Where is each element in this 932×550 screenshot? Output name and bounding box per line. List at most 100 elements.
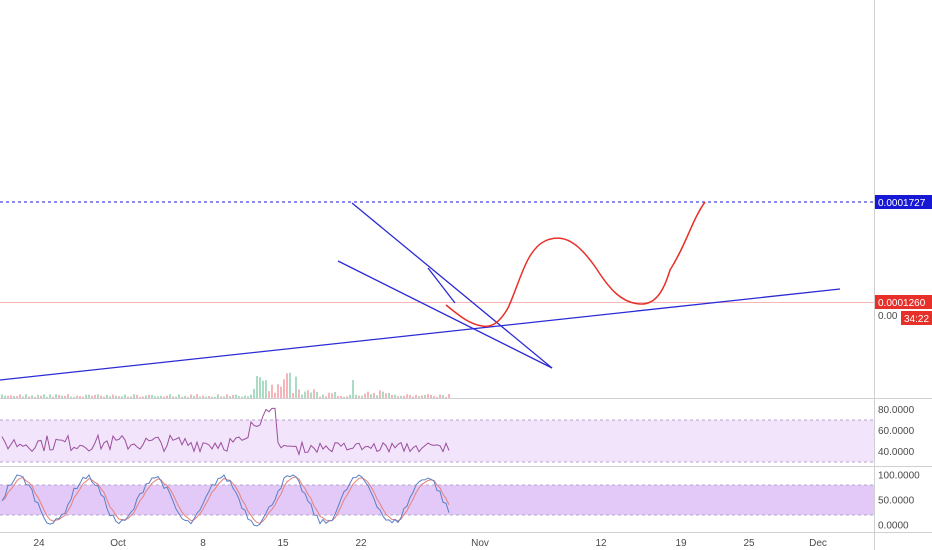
volume-bar xyxy=(124,394,126,398)
volume-bar xyxy=(253,389,255,398)
volume-bar xyxy=(127,396,129,398)
volume-bar xyxy=(433,396,435,398)
volume-bar xyxy=(280,386,282,398)
volume-bar xyxy=(406,394,408,398)
volume-bar xyxy=(424,395,426,398)
volume-bar xyxy=(439,394,441,398)
volume-bar xyxy=(208,396,210,398)
time-tick-label: 22 xyxy=(355,538,367,549)
volume-bar xyxy=(445,396,447,398)
volume-bar xyxy=(259,377,261,398)
volume-bar xyxy=(271,384,273,398)
volume-bar xyxy=(175,396,177,398)
volume-bar xyxy=(322,394,324,398)
last-price-tag[interactable] xyxy=(875,295,932,309)
volume-bar xyxy=(403,395,405,398)
stoch-k-line xyxy=(1,474,450,527)
rsi-line xyxy=(1,407,450,456)
volume-bar xyxy=(274,392,276,398)
volume-bar xyxy=(160,395,162,398)
projected-path[interactable] xyxy=(445,201,706,328)
price-axis[interactable] xyxy=(874,0,932,550)
stoch-tick-label: 0.0000 xyxy=(878,521,909,532)
volume-bar xyxy=(295,376,297,398)
volume-bar xyxy=(436,397,438,398)
volume-bar xyxy=(334,392,336,398)
rsi-axis-labels: 40.0000 60.0000 80.0000 xyxy=(878,405,915,458)
volume-bar xyxy=(13,396,15,398)
volume-bar xyxy=(367,391,369,398)
volume-bar xyxy=(229,396,231,398)
volume-bar xyxy=(202,395,204,398)
volume-bar xyxy=(112,394,114,398)
volume-bar xyxy=(442,395,444,398)
volume-bar xyxy=(178,394,180,398)
volume-bar xyxy=(361,395,363,398)
volume-bar xyxy=(28,396,30,398)
volume-bar xyxy=(94,394,96,398)
volume-bar xyxy=(373,392,375,398)
volume-bar xyxy=(292,393,294,398)
volume-bar xyxy=(226,394,228,398)
wedge-lower-line[interactable] xyxy=(337,260,553,369)
volume-bar xyxy=(217,394,219,398)
volume-bar xyxy=(262,380,264,398)
volume-bar xyxy=(79,396,81,398)
time-tick-label: 12 xyxy=(595,538,607,549)
volume-bar xyxy=(223,396,225,398)
volume-bar xyxy=(145,395,147,398)
volume-bar xyxy=(427,394,429,398)
time-tick-label: Dec xyxy=(809,538,827,549)
volume-bar xyxy=(265,380,267,398)
resistance-tag[interactable] xyxy=(875,195,932,209)
volume-bar xyxy=(232,395,234,398)
volume-bar xyxy=(220,396,222,398)
rsi-tick-label: 80.0000 xyxy=(878,405,915,416)
volume-bar xyxy=(148,394,150,398)
volume-bar xyxy=(4,395,6,398)
volume-bar xyxy=(343,396,345,398)
support-trendline[interactable] xyxy=(0,288,841,381)
volume-bar xyxy=(313,389,315,398)
volume-bar xyxy=(418,396,420,398)
volume-bar xyxy=(154,396,156,398)
volume-bar xyxy=(106,394,108,398)
volume-bar xyxy=(64,395,66,398)
volume-bar xyxy=(310,392,312,398)
volume-bar xyxy=(151,395,153,398)
volume-bar xyxy=(205,396,207,398)
volume-bar xyxy=(286,373,288,398)
volume-bar xyxy=(268,391,270,398)
volume-bar xyxy=(76,395,78,398)
volume-bar xyxy=(409,394,411,398)
volume-bar xyxy=(58,395,60,398)
price-pane[interactable] xyxy=(0,0,874,398)
volume-bar xyxy=(400,395,402,398)
volume-bar xyxy=(241,396,243,398)
volume-bar xyxy=(340,395,342,398)
rsi-tick-label: 60.0000 xyxy=(878,426,915,437)
volume-bar xyxy=(115,395,117,398)
volume-bar xyxy=(187,396,189,398)
wedge-inner-line[interactable] xyxy=(427,267,456,304)
volume-bar xyxy=(61,395,63,398)
volume-bar xyxy=(352,380,354,398)
volume-bar xyxy=(289,372,291,398)
wedge-upper-line[interactable] xyxy=(351,202,553,369)
volume-bar xyxy=(31,395,33,398)
volume-bar xyxy=(16,396,18,398)
volume-bar xyxy=(448,394,450,398)
volume-bar xyxy=(214,396,216,398)
volume-bar xyxy=(22,396,24,398)
volume-bar xyxy=(157,396,159,398)
volume-bar xyxy=(247,396,249,398)
volume-bar xyxy=(91,395,93,398)
volume-bar xyxy=(34,396,36,398)
volume-bar xyxy=(283,379,285,398)
volume-bar xyxy=(181,396,183,398)
volume-bar xyxy=(376,395,378,398)
volume-bar xyxy=(85,394,87,398)
volume-bar xyxy=(193,395,195,398)
